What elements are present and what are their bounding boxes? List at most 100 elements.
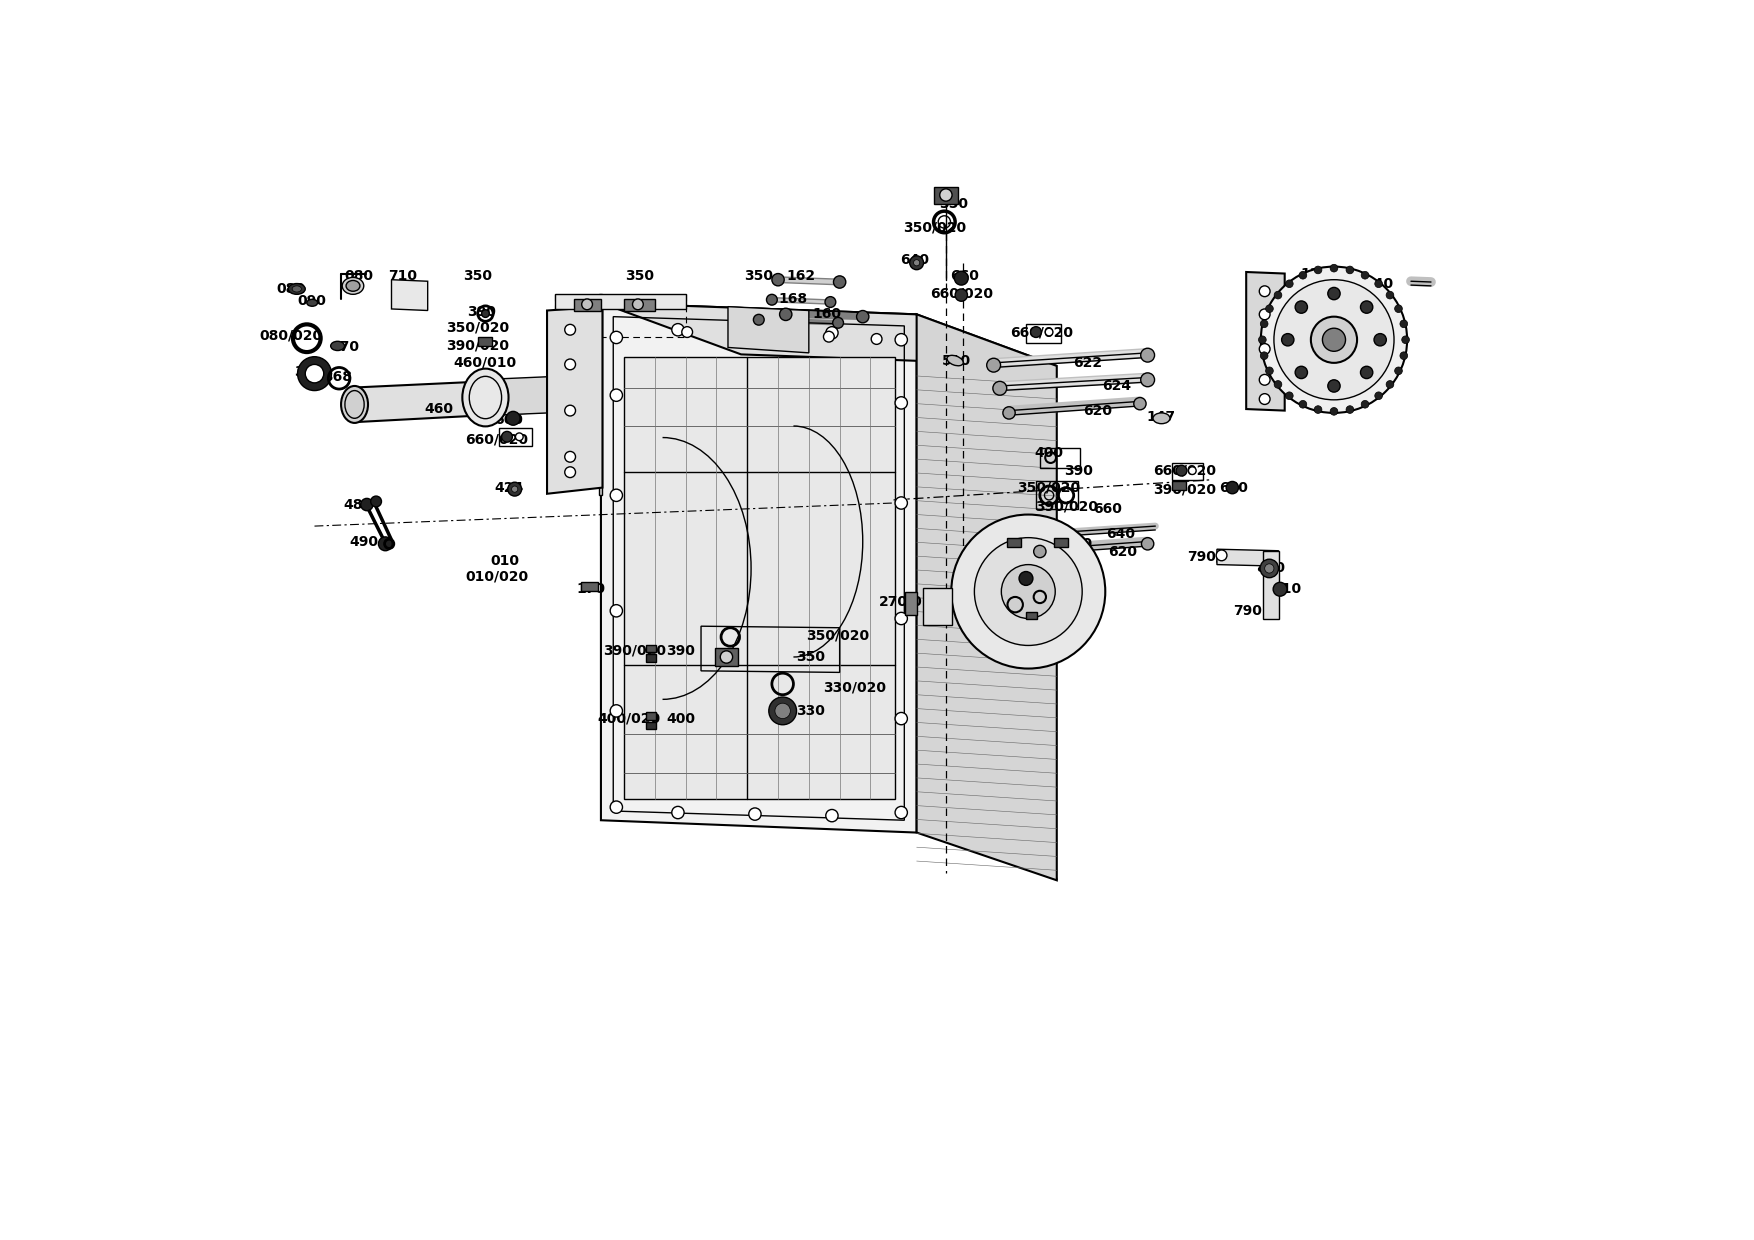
Polygon shape — [624, 357, 895, 800]
Circle shape — [379, 537, 393, 551]
Circle shape — [370, 496, 381, 507]
Text: 390: 390 — [667, 644, 695, 658]
Text: 622: 622 — [1073, 356, 1102, 370]
Circle shape — [1266, 367, 1273, 374]
Circle shape — [507, 412, 521, 425]
Circle shape — [1401, 336, 1410, 343]
Circle shape — [1002, 564, 1056, 619]
Text: 350: 350 — [624, 269, 654, 283]
Polygon shape — [354, 376, 602, 422]
Circle shape — [956, 289, 968, 301]
Circle shape — [910, 255, 924, 269]
Text: 350/020: 350/020 — [1017, 481, 1080, 495]
Text: 660: 660 — [1093, 502, 1123, 516]
Circle shape — [1265, 564, 1273, 573]
Text: 080/020: 080/020 — [260, 329, 323, 342]
Text: 620: 620 — [1109, 546, 1138, 559]
Text: 010/020: 010/020 — [465, 569, 528, 583]
Circle shape — [1140, 348, 1154, 362]
Circle shape — [1394, 367, 1403, 374]
Circle shape — [1286, 392, 1293, 399]
Text: 350/020: 350/020 — [903, 221, 966, 234]
Circle shape — [1259, 374, 1270, 386]
Circle shape — [1386, 381, 1394, 388]
Bar — [645, 653, 656, 662]
Circle shape — [1300, 272, 1307, 279]
Text: 810: 810 — [1272, 583, 1301, 596]
Circle shape — [1189, 466, 1196, 475]
Bar — [933, 187, 958, 205]
Text: 660: 660 — [495, 413, 523, 427]
Text: 730: 730 — [996, 596, 1024, 610]
Bar — [905, 593, 917, 615]
Circle shape — [1273, 583, 1287, 596]
Circle shape — [1310, 316, 1358, 363]
Circle shape — [582, 299, 593, 310]
Text: 270/010: 270/010 — [879, 594, 942, 609]
Circle shape — [482, 310, 489, 317]
Text: 790: 790 — [1233, 604, 1263, 618]
Circle shape — [1330, 408, 1338, 415]
Text: 390/020: 390/020 — [603, 644, 667, 658]
Circle shape — [749, 325, 761, 337]
Circle shape — [1033, 546, 1045, 558]
Polygon shape — [1263, 551, 1279, 619]
Circle shape — [826, 326, 838, 339]
Text: 390: 390 — [1065, 464, 1093, 477]
Text: 080: 080 — [344, 269, 374, 283]
Bar — [477, 337, 491, 346]
Text: 460: 460 — [424, 402, 454, 417]
Circle shape — [1259, 393, 1270, 404]
Text: 350: 350 — [796, 650, 824, 663]
Text: 640: 640 — [1107, 527, 1135, 541]
Circle shape — [768, 697, 796, 724]
Circle shape — [779, 309, 791, 320]
Circle shape — [1361, 401, 1368, 408]
Circle shape — [1400, 352, 1408, 360]
Circle shape — [1375, 392, 1382, 399]
Circle shape — [975, 538, 1082, 646]
Ellipse shape — [346, 280, 360, 291]
Text: 164: 164 — [756, 312, 784, 326]
Circle shape — [1177, 465, 1187, 476]
Text: 400/020: 400/020 — [596, 712, 660, 725]
Circle shape — [895, 806, 907, 818]
Circle shape — [951, 515, 1105, 668]
Circle shape — [1330, 264, 1338, 272]
Circle shape — [914, 259, 919, 265]
Circle shape — [1259, 559, 1279, 578]
Circle shape — [993, 382, 1007, 396]
Circle shape — [1361, 272, 1368, 279]
Polygon shape — [716, 647, 738, 666]
Text: 400: 400 — [667, 712, 696, 725]
Circle shape — [823, 331, 835, 342]
Circle shape — [672, 324, 684, 336]
Circle shape — [1261, 320, 1268, 327]
Circle shape — [856, 310, 868, 322]
Circle shape — [954, 272, 968, 285]
Circle shape — [682, 326, 693, 337]
Polygon shape — [547, 306, 602, 494]
Text: 660/020: 660/020 — [930, 286, 993, 300]
Circle shape — [610, 605, 623, 618]
Text: 140: 140 — [1365, 277, 1393, 290]
Text: 660/020: 660/020 — [1152, 464, 1216, 477]
Circle shape — [824, 296, 837, 308]
Circle shape — [610, 489, 623, 501]
Bar — [1007, 538, 1021, 547]
Ellipse shape — [947, 356, 963, 366]
Text: 620: 620 — [1082, 403, 1112, 418]
Circle shape — [895, 397, 907, 409]
Bar — [581, 582, 598, 590]
Polygon shape — [554, 294, 686, 309]
Circle shape — [610, 331, 623, 343]
Text: 330/020: 330/020 — [824, 681, 886, 694]
Polygon shape — [600, 294, 602, 495]
Text: 168: 168 — [779, 291, 809, 306]
Circle shape — [1259, 286, 1270, 296]
Circle shape — [361, 498, 374, 511]
Circle shape — [775, 703, 791, 719]
Ellipse shape — [340, 386, 368, 423]
Text: 660: 660 — [951, 269, 979, 283]
Polygon shape — [917, 315, 1056, 880]
